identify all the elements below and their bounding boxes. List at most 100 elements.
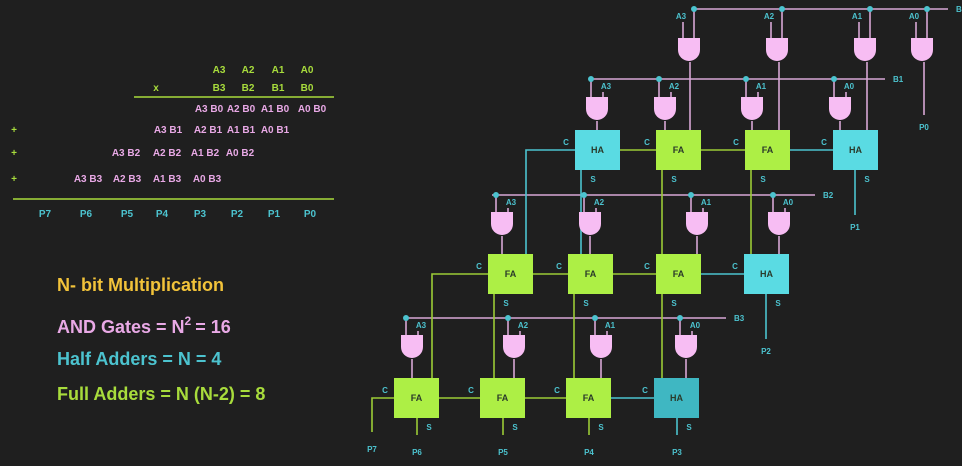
gate-input-label: A0 xyxy=(783,198,794,207)
adder-label: FA xyxy=(505,269,517,279)
and-gate-icon xyxy=(654,97,676,120)
gate-input-label: A0 xyxy=(844,82,855,91)
full-adder-box xyxy=(568,254,613,294)
and-gate-icon xyxy=(503,335,525,358)
formula-and-gates: AND Gates = N2 = 16 xyxy=(57,314,231,337)
multiplier-digit: B2 xyxy=(242,83,255,94)
and-gate-icon xyxy=(590,335,612,358)
and-gate-icon xyxy=(586,97,608,120)
partial-product: A1 B0 xyxy=(261,104,290,115)
product-bit: P6 xyxy=(80,209,93,220)
gate-input-label: A1 xyxy=(701,198,712,207)
gate-input-label: A3 xyxy=(601,82,612,91)
sum-label: S xyxy=(426,423,432,432)
partial-product: A3 B3 xyxy=(74,174,103,185)
junction-dot xyxy=(581,192,587,198)
carry-wire xyxy=(525,149,575,254)
product-bit: P5 xyxy=(121,209,134,220)
output-label-p7: P7 xyxy=(367,445,377,454)
and-gate-icon xyxy=(741,97,763,120)
plus-sign: + xyxy=(11,148,17,159)
half-adder-box xyxy=(654,378,699,418)
adder-label: HA xyxy=(760,269,773,279)
partial-product: A2 B2 xyxy=(153,148,182,159)
gate-input-label: A1 xyxy=(756,82,767,91)
half-adder-box xyxy=(575,130,620,170)
carry-wire-p7 xyxy=(371,397,394,432)
partial-product: A3 B0 xyxy=(195,104,224,115)
partial-product: A0 B2 xyxy=(226,148,255,159)
junction-dot xyxy=(688,192,694,198)
and-gate-icon xyxy=(491,212,513,235)
sum-label: S xyxy=(671,175,677,184)
junction-dot xyxy=(924,6,930,12)
gate-input-label: A0 xyxy=(690,321,701,330)
sum-label: S xyxy=(512,423,518,432)
output-label: P6 xyxy=(412,448,422,457)
output-label-p0: P0 xyxy=(919,123,929,132)
full-adder-box xyxy=(394,378,439,418)
partial-product: A2 B1 xyxy=(194,125,223,136)
and-gate-icon xyxy=(401,335,423,358)
full-adder-box xyxy=(480,378,525,418)
and-gate-icon xyxy=(911,38,933,61)
sum-label: S xyxy=(503,299,509,308)
junction-dot xyxy=(677,315,683,321)
times-sign: x xyxy=(153,83,159,94)
sum-label: S xyxy=(760,175,766,184)
gate-input-label: A2 xyxy=(518,321,529,330)
junction-dot xyxy=(493,192,499,198)
gate-input-label: A2 xyxy=(594,198,605,207)
junction-dot xyxy=(867,6,873,12)
carry-label: C xyxy=(642,386,648,395)
adder-label: FA xyxy=(673,269,685,279)
sum-label: S xyxy=(598,423,604,432)
adder-label: HA xyxy=(670,393,683,403)
carry-label: C xyxy=(554,386,560,395)
partial-product: A0 B3 xyxy=(193,174,222,185)
sum-label: S xyxy=(671,299,677,308)
multiplicand-digit: A3 xyxy=(213,65,226,76)
half-adder-box xyxy=(744,254,789,294)
adder-label: HA xyxy=(591,145,604,155)
and-gate-icon xyxy=(766,38,788,61)
gate-input-label: A0 xyxy=(909,12,920,21)
junction-dot xyxy=(592,315,598,321)
gate-input-label: A3 xyxy=(416,321,427,330)
junction-dot xyxy=(588,76,594,82)
junction-dot xyxy=(831,76,837,82)
junction-dot xyxy=(770,192,776,198)
junction-dot xyxy=(505,315,511,321)
carry-label: C xyxy=(476,262,482,271)
carry-label: C xyxy=(821,138,827,147)
product-bit: P1 xyxy=(268,209,281,220)
plus-sign: + xyxy=(11,174,17,185)
gate-input-label: A2 xyxy=(764,12,775,21)
full-adder-box xyxy=(656,130,701,170)
bus-label: B3 xyxy=(734,314,745,323)
sum-label: S xyxy=(864,175,870,184)
carry-label: C xyxy=(468,386,474,395)
adder-label: FA xyxy=(497,393,509,403)
junction-dot xyxy=(403,315,409,321)
output-label: P5 xyxy=(498,448,508,457)
multiplicand-digit: A2 xyxy=(242,65,255,76)
adder-label: FA xyxy=(411,393,423,403)
junction-dot xyxy=(743,76,749,82)
gate-input-label: A3 xyxy=(676,12,687,21)
product-bit: P4 xyxy=(156,209,169,220)
full-adder-box xyxy=(488,254,533,294)
and-gate-icon xyxy=(686,212,708,235)
formula-title: N- bit Multiplication xyxy=(57,275,224,295)
sum-label: S xyxy=(590,175,596,184)
bus-label: B0 xyxy=(956,5,962,14)
partial-product: A3 B2 xyxy=(112,148,141,159)
carry-label: C xyxy=(382,386,388,395)
product-bit: P2 xyxy=(231,209,244,220)
partial-product: A1 B3 xyxy=(153,174,182,185)
sum-label: S xyxy=(686,423,692,432)
carry-label: C xyxy=(644,138,650,147)
output-label: P1 xyxy=(850,223,860,232)
full-adder-box xyxy=(566,378,611,418)
